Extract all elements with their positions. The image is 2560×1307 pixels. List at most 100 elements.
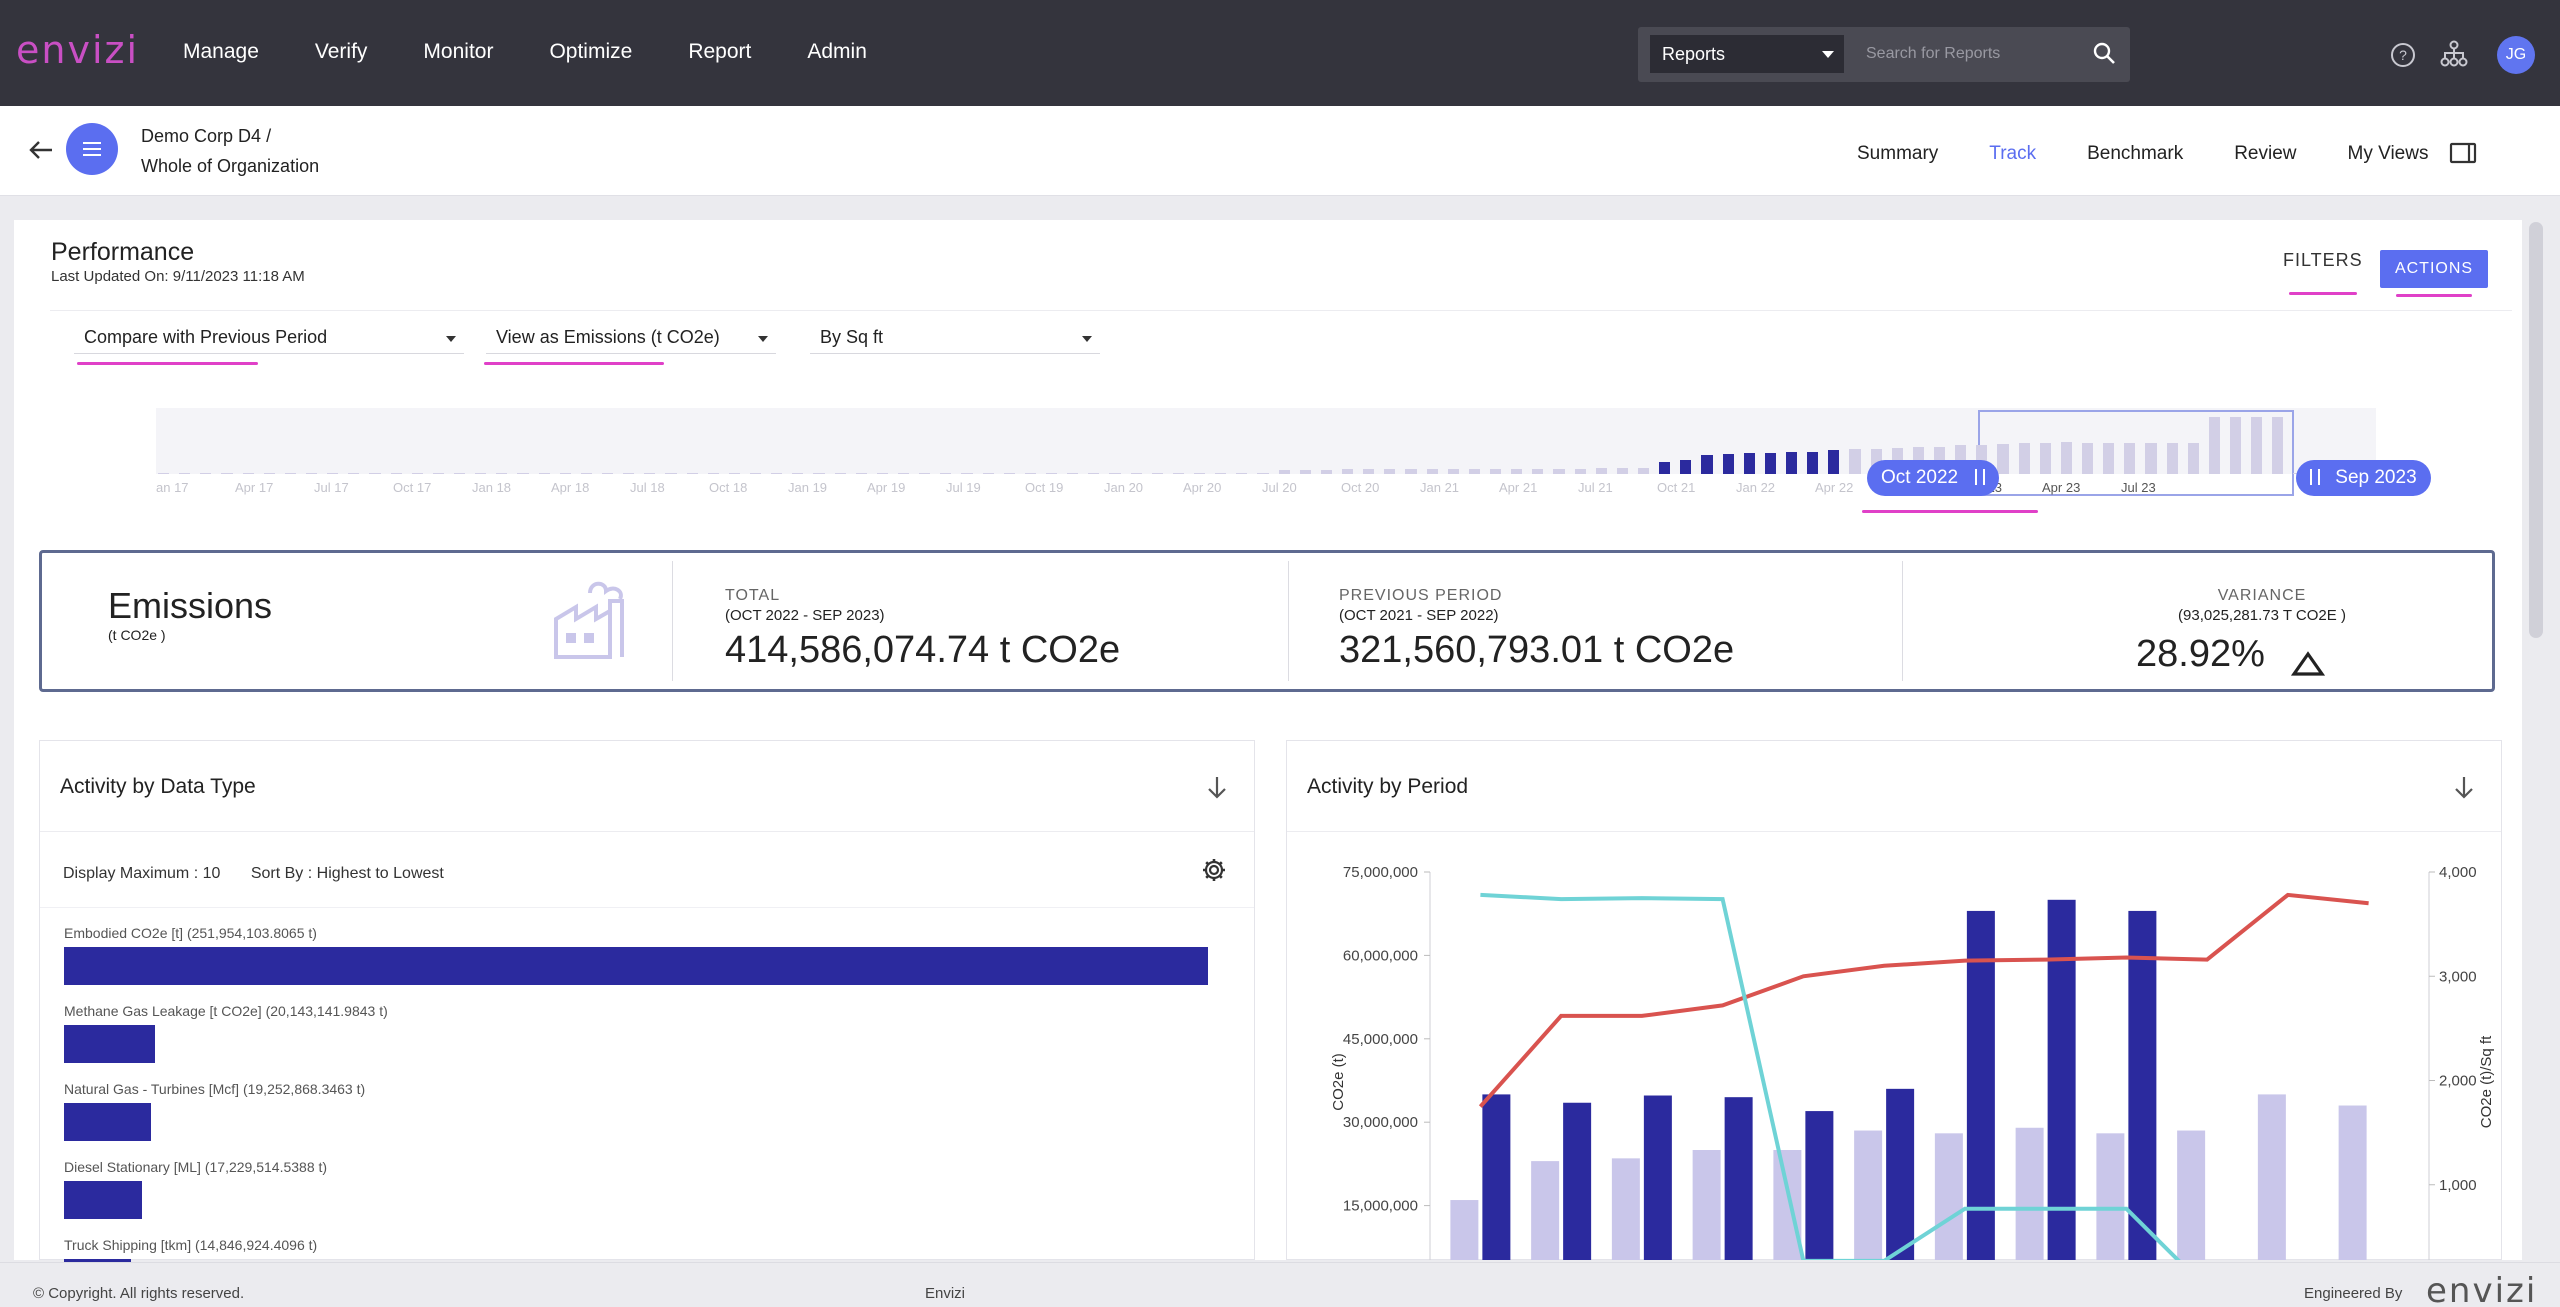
timeline-bar — [1532, 469, 1544, 474]
timeline-bar — [1046, 473, 1058, 474]
hierarchy-icon[interactable] — [2440, 40, 2468, 73]
timeline-bar — [1574, 469, 1586, 474]
download-arrow-icon[interactable] — [2453, 775, 2475, 806]
timeline-tick-label: Jan 20 — [1104, 480, 1144, 495]
timeline-bar — [580, 473, 592, 474]
menu-verify[interactable]: Verify — [314, 40, 368, 63]
divider — [1288, 561, 1289, 681]
previous-period-bar[interactable] — [1450, 1200, 1479, 1260]
previous-period-bar[interactable] — [1611, 1158, 1640, 1260]
previous-period-bar[interactable] — [2096, 1133, 2125, 1260]
download-arrow-icon[interactable] — [1206, 775, 1228, 806]
previous-period-bar[interactable] — [1934, 1133, 1963, 1260]
data-type-bar[interactable] — [64, 1025, 156, 1063]
timeline-bar — [2187, 443, 2199, 474]
card-title: Activity by Period — [1307, 775, 1469, 798]
data-type-bar[interactable] — [64, 947, 1208, 985]
timeline-end-handle[interactable]: Sep 2023 — [2296, 460, 2431, 496]
breadcrumb-separator: / — [266, 126, 272, 146]
previous-period-label: PREVIOUS PERIOD — [1339, 587, 1503, 604]
timeline-bar — [855, 473, 867, 474]
tab-review[interactable]: Review — [2234, 143, 2297, 164]
previous-period-bar[interactable] — [1773, 1150, 1802, 1260]
timeline-tick-label: Jan 21 — [1420, 480, 1460, 495]
menu-optimize[interactable]: Optimize — [549, 40, 633, 63]
tab-my-views[interactable]: My Views — [2347, 143, 2429, 164]
current-period-bar[interactable] — [1563, 1102, 1592, 1260]
timeline-bar — [2124, 443, 2136, 474]
current-period-bar[interactable] — [1805, 1111, 1834, 1260]
timeline-bar — [559, 473, 571, 474]
previous-period-bar[interactable] — [2015, 1127, 2044, 1260]
search-icon[interactable] — [2092, 41, 2116, 70]
hamburger-menu-button[interactable] — [66, 123, 118, 175]
current-period-bar[interactable] — [2047, 899, 2076, 1260]
compare-period-select[interactable]: Compare with Previous Period — [74, 320, 464, 354]
timeline-bar — [1976, 445, 1988, 474]
previous-period-bar[interactable] — [1531, 1161, 1560, 1260]
timeline-bar — [834, 473, 846, 474]
previous-period-bar[interactable] — [2257, 1094, 2286, 1260]
view-as-select[interactable]: View as Emissions (t CO2e) — [486, 320, 776, 354]
page-scrollbar[interactable] — [2529, 222, 2543, 638]
menu-report[interactable]: Report — [688, 40, 752, 63]
y-axis-label: CO2e (t) — [1330, 1053, 1347, 1111]
tab-summary[interactable]: Summary — [1857, 143, 1939, 164]
tab-benchmark[interactable]: Benchmark — [2087, 143, 2184, 164]
menu-monitor[interactable]: Monitor — [423, 40, 494, 63]
search-input[interactable] — [1858, 35, 2120, 73]
caret-down-icon — [1822, 51, 1834, 58]
y2-tick-label: 4,000 — [2439, 864, 2477, 881]
timeline-bar — [200, 473, 212, 474]
period-timeline[interactable]: an 17 Apr 17 Jul 17 Oct 17 Jan 18 Apr 18 Jul 1… — [156, 408, 2376, 498]
global-search: Reports — [1638, 27, 2130, 82]
current-period-bar[interactable] — [1724, 1097, 1753, 1260]
breadcrumb-scope[interactable]: Whole of Organization — [141, 156, 320, 176]
gear-icon[interactable] — [1201, 857, 1227, 888]
highlight-underline — [1862, 510, 2038, 513]
side-panel-icon[interactable] — [2449, 142, 2477, 169]
data-type-label: Diesel Stationary [ML] (17,229,514.5388 … — [64, 1159, 328, 1175]
menu-admin[interactable]: Admin — [807, 40, 867, 63]
tab-track[interactable]: Track — [1989, 143, 2037, 164]
top-nav: envizi Manage Verify Monitor Optimize Re… — [0, 0, 2560, 106]
current-period-bar[interactable] — [1643, 1095, 1672, 1260]
breadcrumb-org-label: Demo Corp D4 — [141, 126, 262, 146]
help-icon[interactable]: ? — [2390, 42, 2416, 73]
y-tick-label: 75,000,000 — [1343, 864, 1418, 881]
timeline-bar — [1151, 473, 1163, 474]
current-period-bar[interactable] — [2128, 910, 2157, 1260]
sort-label: Sort By : — [250, 865, 313, 882]
current-period-bar[interactable] — [1482, 1094, 1511, 1260]
display-max-value[interactable]: 10 — [202, 865, 221, 882]
breadcrumb-org[interactable]: Demo Corp D4 / — [141, 126, 271, 147]
previous-period-bar[interactable] — [1692, 1150, 1721, 1260]
back-arrow-icon[interactable] — [28, 138, 54, 167]
normalize-by-select[interactable]: By Sq ft — [810, 320, 1100, 354]
search-scope-select[interactable]: Reports — [1650, 35, 1844, 73]
timeline-bar — [538, 473, 550, 474]
previous-period-bar[interactable] — [1854, 1130, 1883, 1260]
timeline-start-handle[interactable]: Oct 2022 — [1867, 460, 2000, 496]
timeline-bar — [1828, 450, 1840, 474]
user-avatar[interactable]: JG — [2497, 36, 2535, 74]
data-type-bar[interactable] — [64, 1181, 143, 1219]
previous-period-bar[interactable] — [2177, 1130, 2206, 1260]
timeline-bar — [1490, 469, 1502, 474]
timeline-bar — [1194, 473, 1206, 474]
previous-intensity-line[interactable] — [1480, 892, 2207, 1260]
current-intensity-line[interactable] — [1478, 892, 2369, 1108]
current-period-bar[interactable] — [1966, 910, 1995, 1260]
timeline-bar — [1701, 455, 1713, 474]
data-type-bar[interactable] — [64, 1103, 152, 1141]
actions-button[interactable]: ACTIONS — [2380, 250, 2488, 288]
previous-period-bar[interactable] — [2338, 1105, 2367, 1260]
y-tick-label: 60,000,000 — [1343, 947, 1418, 964]
timeline-bar — [1172, 473, 1184, 474]
total-value: 414,586,074.74 t CO2e — [725, 629, 1121, 671]
sort-value[interactable]: Highest to Lowest — [316, 865, 444, 882]
menu-manage[interactable]: Manage — [183, 40, 259, 63]
current-period-bar[interactable] — [1886, 1088, 1915, 1260]
envizi-logo[interactable]: envizi — [16, 28, 140, 72]
filters-button[interactable]: FILTERS — [2283, 250, 2363, 270]
